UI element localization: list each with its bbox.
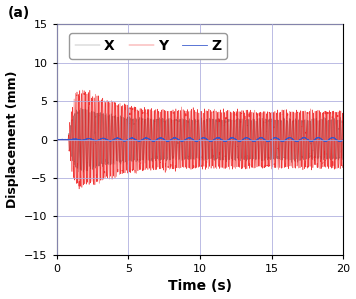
X xyxy=(86,105,90,109)
X xyxy=(54,138,59,141)
Z xyxy=(54,138,59,141)
X xyxy=(193,145,197,148)
Line: Z: Z xyxy=(57,138,344,142)
Y xyxy=(195,116,199,120)
X xyxy=(195,121,199,125)
Y xyxy=(80,88,85,92)
Z xyxy=(138,139,142,142)
Z xyxy=(195,139,199,143)
Y xyxy=(54,138,59,141)
X xyxy=(81,170,85,174)
X-axis label: Time (s): Time (s) xyxy=(168,280,232,293)
Line: X: X xyxy=(57,107,344,172)
Legend: X, Y, Z: X, Y, Z xyxy=(69,33,226,59)
Z xyxy=(192,139,197,142)
X xyxy=(182,127,186,131)
Z xyxy=(341,138,346,141)
X xyxy=(65,138,69,141)
Line: Y: Y xyxy=(57,90,344,189)
Y xyxy=(193,110,197,114)
X xyxy=(218,122,222,126)
Z xyxy=(65,138,69,141)
Y xyxy=(138,131,142,135)
Text: (a): (a) xyxy=(8,6,30,19)
Y xyxy=(65,138,69,141)
Y xyxy=(182,162,186,166)
Y xyxy=(341,138,346,141)
Z xyxy=(323,140,328,144)
Y xyxy=(218,167,222,170)
Y-axis label: Displacement (mm): Displacement (mm) xyxy=(6,71,19,208)
Z xyxy=(331,136,335,139)
Y xyxy=(77,187,81,191)
Z xyxy=(218,136,222,140)
Z xyxy=(182,139,186,142)
X xyxy=(138,148,142,152)
X xyxy=(341,128,346,132)
